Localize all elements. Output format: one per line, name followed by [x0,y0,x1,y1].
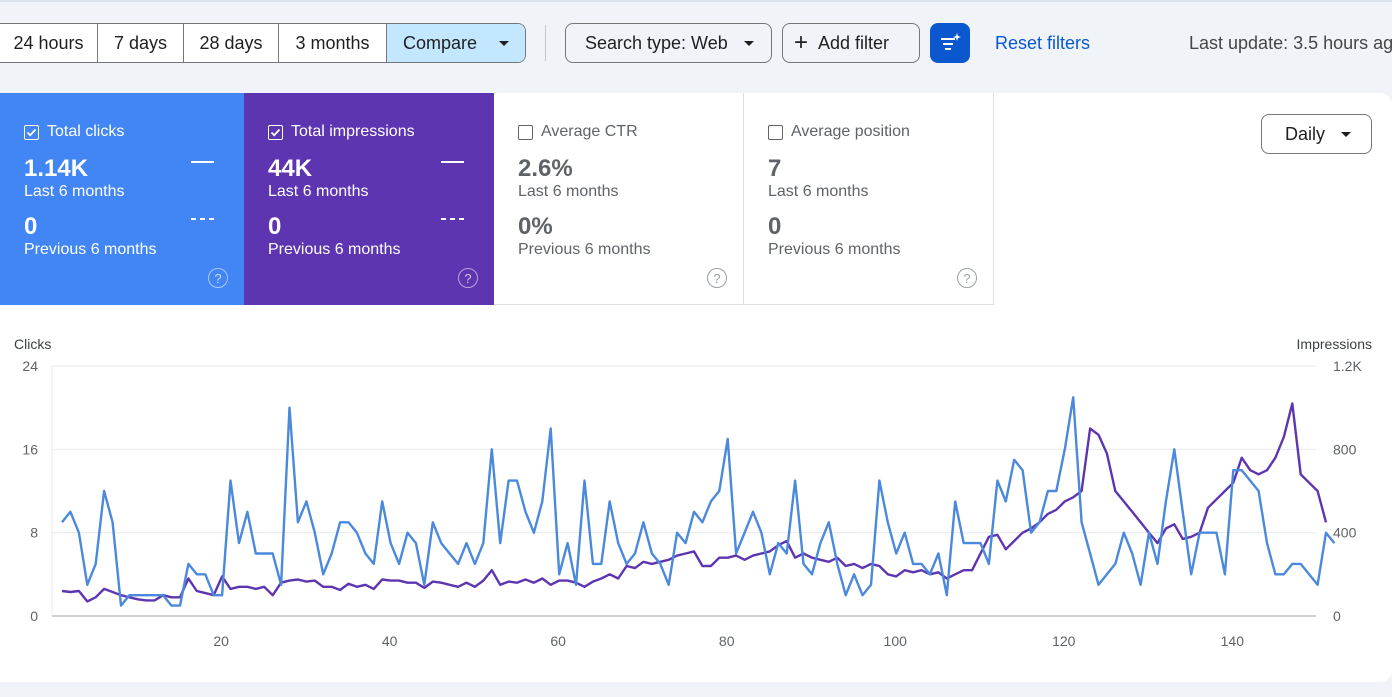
metric-title: Total clicks [47,123,125,140]
plus-icon: + [794,29,809,56]
x-tick: 80 [719,633,735,649]
x-tick: 60 [550,633,566,649]
y-axis-label-left: Clicks [14,336,51,352]
x-tick: 20 [213,633,229,649]
metric-value-previous: 0% [518,213,553,240]
metric-label-current: Last 6 months [24,183,125,200]
chevron-down-icon [499,40,510,46]
metric-card-total-impressions[interactable]: Total impressions 44K Last 6 months 0 Pr… [244,93,494,305]
x-tick: 120 [1052,633,1076,649]
metric-title: Average CTR [541,123,638,140]
x-tick: 140 [1221,633,1245,649]
y-tick-left: 24 [22,358,38,374]
series-line-impressions [61,402,1328,603]
metric-value-current: 1.14K [24,155,89,182]
metric-card-average-position[interactable]: Average position 7 Last 6 months 0 Previ… [744,93,994,305]
solid-line-legend-icon [191,161,214,163]
y-tick-right: 0 [1333,608,1341,624]
range-24-hours[interactable]: 24 hours [0,24,98,62]
performance-panel: Total clicks 1.14K Last 6 months 0 Previ… [0,93,1392,682]
metric-value-current: 7 [768,155,782,182]
y-tick-left: 8 [30,525,38,541]
metric-label-previous: Previous 6 months [768,241,901,258]
performance-chart[interactable]: 0 8 16 24 0 400 800 1.2K 20 40 60 80 100 120 140 Clicks… [0,93,1392,682]
toolbar-divider [545,25,546,61]
help-icon[interactable]: ? [208,268,228,288]
help-icon[interactable]: ? [707,268,727,288]
y-tick-left: 16 [22,441,38,457]
metric-card-total-clicks[interactable]: Total clicks 1.14K Last 6 months 0 Previ… [0,93,244,305]
y-tick-right: 800 [1333,441,1357,457]
chevron-down-icon [743,40,754,46]
last-update-text: Last update: 3.5 hours ago [1189,33,1392,53]
filter-sparkle-icon [941,33,961,50]
chevron-down-icon [1341,131,1352,137]
y-axis-label-right: Impressions [1297,336,1372,352]
dashed-line-legend-icon [191,218,214,220]
metric-value-previous: 0 [768,213,782,240]
metric-label-current: Last 6 months [518,183,619,200]
compare-button[interactable]: Compare [387,24,525,62]
dashed-line-legend-icon [441,218,464,220]
series-line-clicks [61,396,1336,607]
metric-card-average-ctr[interactable]: Average CTR 2.6% Last 6 months 0% Previo… [494,93,744,305]
metric-label-current: Last 6 months [268,183,369,200]
compare-label: Compare [402,32,478,53]
checkbox-unchecked-icon[interactable] [518,124,533,140]
checkbox-unchecked-icon[interactable] [768,124,783,140]
granularity-label: Daily [1285,123,1326,144]
metric-label-current: Last 6 months [768,183,869,200]
date-range-selector: 24 hours 7 days 28 days 3 months Compare [0,23,526,63]
add-filter-button[interactable]: + Add filter [782,23,920,63]
range-7-days[interactable]: 7 days [98,24,184,62]
metric-label-previous: Previous 6 months [518,241,651,258]
metric-title: Average position [791,123,910,140]
checkbox-checked-icon[interactable] [24,124,39,140]
range-28-days[interactable]: 28 days [184,24,279,62]
reset-filters-link[interactable]: Reset filters [995,33,1091,53]
granularity-dropdown[interactable]: Daily [1261,114,1372,154]
x-tick: 100 [884,633,908,649]
metric-value-previous: 0 [268,213,282,240]
search-type-dropdown[interactable]: Search type: Web [565,23,772,63]
solid-line-legend-icon [441,161,464,163]
checkbox-checked-icon[interactable] [268,124,283,140]
metric-label-previous: Previous 6 months [268,241,401,258]
help-icon[interactable]: ? [957,268,977,288]
y-tick-left: 0 [30,608,38,624]
metric-value-current: 44K [268,155,313,182]
metric-value-previous: 0 [24,213,38,240]
range-3-months[interactable]: 3 months [279,24,387,62]
metric-label-previous: Previous 6 months [24,241,157,258]
filter-settings-button[interactable] [930,23,970,63]
y-tick-right: 400 [1333,525,1357,541]
add-filter-label: Add filter [818,32,890,53]
top-divider [0,0,1392,2]
help-icon[interactable]: ? [458,268,478,288]
metric-value-current: 2.6% [518,155,573,182]
x-tick: 40 [382,633,398,649]
metric-title: Total impressions [291,123,415,140]
search-type-label: Search type: Web [585,32,728,53]
y-tick-right: 1.2K [1333,358,1362,374]
